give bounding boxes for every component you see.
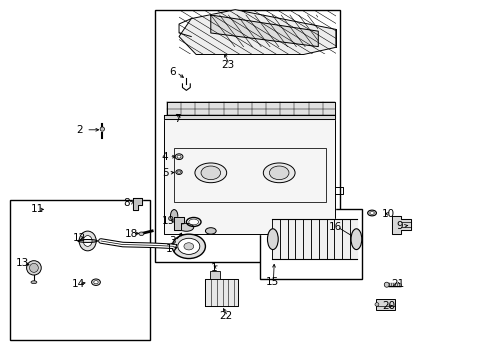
Text: 10: 10	[382, 209, 395, 219]
Text: 15: 15	[266, 277, 279, 287]
Polygon shape	[133, 198, 143, 211]
Bar	[260, 209, 362, 279]
Text: 20: 20	[382, 301, 395, 311]
Ellipse shape	[178, 238, 200, 255]
Text: 17: 17	[166, 244, 179, 254]
Ellipse shape	[26, 261, 41, 275]
Polygon shape	[164, 116, 335, 119]
Text: 22: 22	[220, 311, 233, 321]
Ellipse shape	[270, 166, 289, 180]
Text: 3: 3	[169, 236, 176, 246]
Ellipse shape	[179, 224, 194, 231]
Ellipse shape	[368, 210, 376, 216]
Ellipse shape	[177, 155, 181, 158]
Bar	[376, 299, 395, 310]
Ellipse shape	[176, 170, 182, 175]
Ellipse shape	[29, 264, 38, 273]
Ellipse shape	[172, 234, 205, 258]
Text: 9: 9	[396, 221, 403, 231]
Text: 21: 21	[392, 279, 405, 289]
Ellipse shape	[94, 280, 98, 284]
Ellipse shape	[205, 228, 216, 234]
Bar	[155, 10, 340, 262]
Text: 14: 14	[72, 279, 85, 289]
Ellipse shape	[79, 231, 96, 251]
Text: 18: 18	[125, 229, 139, 239]
Ellipse shape	[83, 235, 92, 246]
Bar	[174, 148, 326, 202]
Text: 2: 2	[76, 125, 83, 135]
Polygon shape	[205, 279, 238, 306]
Text: 16: 16	[329, 222, 343, 231]
Polygon shape	[174, 217, 184, 230]
Ellipse shape	[384, 282, 389, 287]
Ellipse shape	[189, 219, 198, 225]
Ellipse shape	[184, 243, 194, 250]
Ellipse shape	[139, 232, 144, 235]
Text: 19: 19	[162, 216, 175, 226]
Polygon shape	[211, 15, 318, 46]
Polygon shape	[164, 119, 335, 234]
Ellipse shape	[351, 229, 362, 249]
Ellipse shape	[175, 154, 183, 159]
Ellipse shape	[375, 303, 379, 306]
Text: 12: 12	[73, 233, 86, 243]
Text: 7: 7	[174, 114, 181, 124]
Polygon shape	[179, 10, 336, 54]
Ellipse shape	[31, 281, 37, 284]
Ellipse shape	[171, 210, 178, 222]
Text: 11: 11	[31, 204, 44, 215]
Ellipse shape	[201, 166, 220, 180]
Text: 13: 13	[15, 258, 28, 268]
Ellipse shape	[100, 127, 104, 131]
Text: 5: 5	[162, 168, 169, 178]
Bar	[210, 271, 220, 279]
Text: 1: 1	[211, 263, 218, 273]
Text: 4: 4	[162, 152, 169, 162]
Ellipse shape	[268, 229, 278, 249]
Ellipse shape	[370, 212, 374, 215]
Polygon shape	[167, 102, 335, 116]
Polygon shape	[272, 220, 357, 259]
Polygon shape	[392, 216, 411, 234]
Ellipse shape	[263, 163, 295, 183]
Text: 8: 8	[123, 198, 129, 208]
Ellipse shape	[92, 279, 100, 285]
Bar	[10, 200, 150, 339]
Ellipse shape	[195, 163, 227, 183]
Text: 6: 6	[169, 67, 176, 77]
Ellipse shape	[177, 171, 180, 173]
Text: 23: 23	[221, 59, 235, 69]
